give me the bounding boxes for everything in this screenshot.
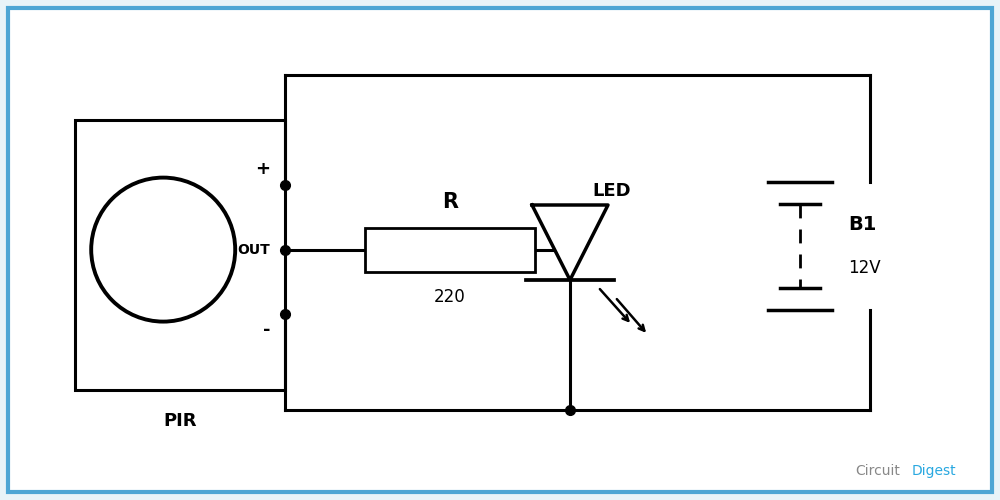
Text: -: -: [262, 322, 270, 340]
Text: R: R: [442, 192, 458, 212]
Circle shape: [91, 178, 235, 322]
Text: PIR: PIR: [163, 412, 197, 430]
FancyBboxPatch shape: [8, 8, 992, 492]
Text: Digest: Digest: [912, 464, 957, 478]
Bar: [365, 228, 535, 272]
Text: Circuit: Circuit: [855, 464, 900, 478]
Text: +: +: [255, 160, 270, 178]
Text: B1: B1: [848, 214, 876, 234]
Text: 220: 220: [434, 288, 466, 306]
Text: LED: LED: [592, 182, 631, 200]
Text: OUT: OUT: [237, 242, 270, 256]
Bar: [75, 120, 285, 390]
Text: 12V: 12V: [848, 259, 881, 277]
Polygon shape: [532, 205, 608, 280]
